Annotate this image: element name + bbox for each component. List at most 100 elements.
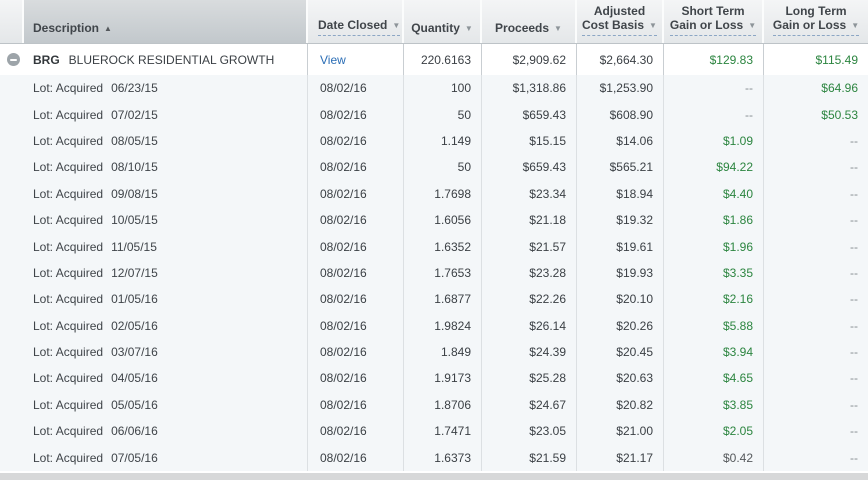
lot-description-cell: Lot: Acquired 07/05/16 bbox=[0, 444, 308, 471]
short-term-gain-cell: $1.86 bbox=[664, 206, 764, 234]
lot-acquired-date: 08/05/15 bbox=[111, 133, 158, 148]
lot-label: Lot: Acquired bbox=[33, 318, 104, 333]
quantity-cell: 50 bbox=[404, 101, 482, 128]
column-label: Proceeds bbox=[495, 21, 550, 35]
lot-description-cell: Lot: Acquired 10/05/15 bbox=[0, 206, 308, 234]
column-header-proceeds[interactable]: Proceeds ▼ bbox=[482, 0, 577, 43]
proceeds-cell: $26.14 bbox=[482, 312, 577, 339]
quantity-cell: 1.6056 bbox=[404, 206, 482, 234]
lot-description-cell: Lot: Acquired 06/23/15 bbox=[0, 75, 308, 102]
date-closed-cell: 08/02/16 bbox=[308, 286, 404, 313]
adjusted-cost-basis-cell: $18.94 bbox=[577, 180, 664, 207]
date-closed-cell: 08/02/16 bbox=[308, 180, 404, 207]
lot-acquired-date: 06/06/16 bbox=[111, 424, 158, 439]
lot-description-cell: Lot: Acquired 01/05/16 bbox=[0, 286, 308, 313]
column-label-line1: Short Term bbox=[681, 4, 745, 18]
column-label: Quantity bbox=[411, 21, 460, 35]
column-header-long-term-gain-loss[interactable]: Long Term Gain or Loss ▼ bbox=[764, 0, 868, 43]
lot-label: Lot: Acquired bbox=[33, 292, 104, 307]
proceeds-cell: $1,318.86 bbox=[482, 75, 577, 102]
column-label: Description bbox=[33, 21, 100, 35]
long-term-gain-cell: -- bbox=[850, 397, 858, 412]
adjusted-cost-basis-cell: $608.90 bbox=[577, 101, 664, 128]
date-closed-cell: 08/02/16 bbox=[308, 444, 404, 471]
collapse-minus-icon[interactable] bbox=[7, 53, 20, 66]
short-term-gain-cell: $3.85 bbox=[664, 391, 764, 419]
proceeds-cell: $23.34 bbox=[482, 180, 577, 207]
lot-label: Lot: Acquired bbox=[33, 397, 104, 412]
proceeds-cell: $21.18 bbox=[482, 206, 577, 234]
lot-acquired-date: 04/05/16 bbox=[111, 371, 158, 386]
horizontal-scrollbar-track[interactable] bbox=[0, 472, 868, 480]
column-header-description[interactable]: Description ▲ bbox=[24, 0, 308, 43]
short-term-gain-cell: $3.35 bbox=[664, 259, 764, 287]
lot-description-cell: Lot: Acquired 09/08/15 bbox=[0, 180, 308, 207]
short-term-gain-cell: $129.83 bbox=[664, 44, 764, 75]
lot-acquired-date: 01/05/16 bbox=[111, 292, 158, 307]
security-description-cell: BRG BLUEROCK RESIDENTIAL GROWTH bbox=[0, 44, 308, 75]
lot-label: Lot: Acquired bbox=[33, 265, 104, 280]
short-term-gain-cell: $1.09 bbox=[664, 127, 764, 155]
date-closed-cell: 08/02/16 bbox=[308, 206, 404, 234]
proceeds-cell: $22.26 bbox=[482, 286, 577, 313]
lot-description-cell: Lot: Acquired 03/07/16 bbox=[0, 338, 308, 366]
column-header-short-term-gain-loss[interactable]: Short Term Gain or Loss ▼ bbox=[664, 0, 764, 43]
sort-caret-icon: ▼ bbox=[748, 21, 757, 30]
date-closed-cell: 08/02/16 bbox=[308, 233, 404, 260]
proceeds-cell: $2,909.62 bbox=[482, 44, 577, 75]
lot-row: Lot: Acquired 05/05/16 08/02/16 1.8706 $… bbox=[0, 391, 868, 419]
lot-rows: Lot: Acquired 06/23/15 08/02/16 100 $1,3… bbox=[0, 75, 868, 471]
short-term-gain-cell: $4.65 bbox=[664, 365, 764, 392]
lot-row: Lot: Acquired 08/10/15 08/02/16 50 $659.… bbox=[0, 154, 868, 181]
lot-description-cell: Lot: Acquired 05/05/16 bbox=[0, 391, 308, 419]
lot-row: Lot: Acquired 02/05/16 08/02/16 1.9824 $… bbox=[0, 312, 868, 339]
lot-acquired-date: 03/07/16 bbox=[111, 345, 158, 360]
quantity-cell: 1.6877 bbox=[404, 286, 482, 313]
lot-description-cell: Lot: Acquired 02/05/16 bbox=[0, 312, 308, 339]
long-term-gain-cell: $50.53 bbox=[821, 107, 858, 122]
lot-acquired-date: 06/23/15 bbox=[111, 81, 158, 96]
quantity-cell: 1.6352 bbox=[404, 233, 482, 260]
lot-label: Lot: Acquired bbox=[33, 107, 104, 122]
date-closed-cell: 08/02/16 bbox=[308, 154, 404, 181]
date-closed-cell: 08/02/16 bbox=[308, 312, 404, 339]
long-term-gain-cell: -- bbox=[850, 160, 858, 175]
lot-description-cell: Lot: Acquired 04/05/16 bbox=[0, 365, 308, 392]
short-term-gain-cell: -- bbox=[664, 101, 764, 128]
lot-row: Lot: Acquired 09/08/15 08/02/16 1.7698 $… bbox=[0, 180, 868, 207]
adjusted-cost-basis-cell: $20.63 bbox=[577, 365, 664, 392]
long-term-gain-cell: -- bbox=[850, 371, 858, 386]
quantity-cell: 1.7471 bbox=[404, 418, 482, 445]
lot-acquired-date: 08/10/15 bbox=[111, 160, 158, 175]
sort-ascending-icon: ▲ bbox=[104, 24, 112, 33]
security-summary-row: BRG BLUEROCK RESIDENTIAL GROWTH View 220… bbox=[0, 44, 868, 75]
sort-caret-icon: ▼ bbox=[649, 21, 657, 30]
table-header-row: Description ▲ Date Closed ▼ Quantity ▼ Proc… bbox=[0, 0, 868, 44]
quantity-cell: 50 bbox=[404, 154, 482, 181]
date-closed-cell: 08/02/16 bbox=[308, 418, 404, 445]
lot-acquired-date: 07/02/15 bbox=[111, 107, 158, 122]
long-term-gain-cell: -- bbox=[850, 213, 858, 228]
lot-label: Lot: Acquired bbox=[33, 160, 104, 175]
view-link[interactable]: View bbox=[320, 52, 346, 67]
long-term-gain-cell: -- bbox=[850, 186, 858, 201]
date-closed-cell: 08/02/16 bbox=[308, 259, 404, 287]
proceeds-cell: $21.57 bbox=[482, 233, 577, 260]
column-header-adjusted-cost-basis[interactable]: Adjusted Cost Basis ▼ bbox=[577, 0, 664, 43]
lot-label: Lot: Acquired bbox=[33, 186, 104, 201]
date-closed-cell: 08/02/16 bbox=[308, 365, 404, 392]
lot-label: Lot: Acquired bbox=[33, 133, 104, 148]
lot-acquired-date: 05/05/16 bbox=[111, 397, 158, 412]
long-term-gain-cell: -- bbox=[850, 239, 858, 254]
short-term-gain-cell: $94.22 bbox=[664, 154, 764, 181]
adjusted-cost-basis-cell: $2,664.30 bbox=[577, 44, 664, 75]
long-term-gain-cell: -- bbox=[850, 133, 858, 148]
column-header-date-closed[interactable]: Date Closed ▼ bbox=[308, 0, 404, 43]
lot-row: Lot: Acquired 07/02/15 08/02/16 50 $659.… bbox=[0, 101, 868, 128]
lot-label: Lot: Acquired bbox=[33, 213, 104, 228]
lot-label: Lot: Acquired bbox=[33, 371, 104, 386]
column-header-quantity[interactable]: Quantity ▼ bbox=[404, 0, 482, 43]
quantity-cell: 1.9824 bbox=[404, 312, 482, 339]
security-name: BLUEROCK RESIDENTIAL GROWTH bbox=[68, 52, 275, 67]
